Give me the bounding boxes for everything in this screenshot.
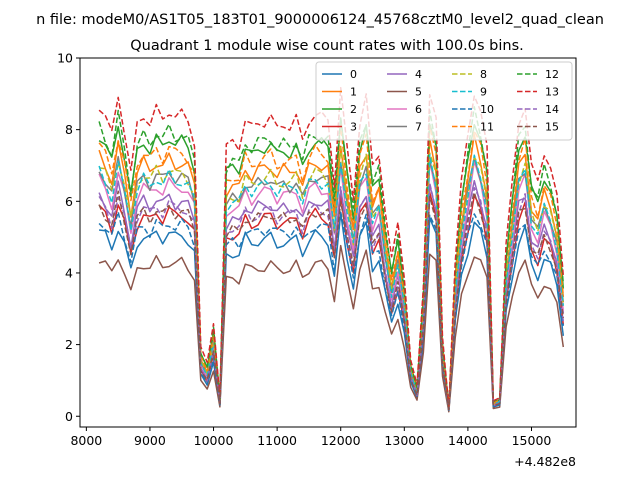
series-line-6: [98, 160, 565, 410]
series-line-5: [98, 244, 565, 413]
series-line-4: [98, 179, 565, 411]
series-line-12: [98, 106, 565, 409]
legend-label: 8: [480, 68, 487, 81]
y-tick-label: 6: [65, 194, 73, 209]
y-tick-label: 10: [57, 51, 73, 66]
y-tick-label: 2: [65, 337, 73, 352]
series-line-3: [98, 191, 565, 411]
x-tick-label: 8000: [70, 433, 102, 448]
x-axis: 8000 9000 10000 11000 12000 13000 14000 15000: [70, 427, 551, 448]
series-line-1: [98, 133, 565, 409]
x-tick-label: 11000: [257, 433, 297, 448]
x-tick-label: 15000: [512, 433, 552, 448]
figure-suptitle: n file: modeM0/AS1T05_183T01_9000006124_…: [36, 12, 604, 28]
series-line-10: [98, 211, 565, 412]
y-tick-label: 0: [65, 409, 73, 424]
series-line-2: [98, 117, 565, 409]
legend-label: 14: [545, 103, 559, 116]
legend-label: 11: [480, 121, 494, 134]
legend-label: 15: [545, 121, 559, 134]
series-line-0: [99, 212, 565, 412]
y-tick-label: 4: [65, 265, 73, 280]
legend-label: 9: [480, 86, 487, 99]
y-axis: 0 2 4 6 8 10: [57, 51, 80, 424]
y-tick-label: 8: [65, 122, 73, 137]
plot-frame: [79, 57, 577, 428]
legend-label: 10: [480, 103, 494, 116]
x-tick-label: 10000: [194, 433, 234, 448]
legend-label: 4: [415, 68, 422, 81]
x-tick-label: 9000: [134, 433, 166, 448]
legend-label: 7: [415, 121, 422, 134]
legend-label: 5: [415, 86, 422, 99]
x-tick-label: 14000: [448, 433, 488, 448]
x-offset-label: +4.482e8: [514, 454, 576, 469]
series-line-11: [98, 124, 565, 409]
legend-label: 2: [350, 103, 357, 116]
legend-box: [315, 61, 573, 141]
series-line-15: [98, 190, 565, 411]
x-tick-label: 13000: [384, 433, 424, 448]
legend-label: 0: [350, 68, 357, 81]
legend-label: 1: [350, 86, 357, 99]
series-line-9: [98, 153, 565, 410]
legend-label: 13: [545, 86, 559, 99]
legend-label: 3: [350, 121, 357, 134]
x-tick-label: 12000: [321, 433, 361, 448]
legend-label: 6: [415, 103, 422, 116]
chart-title: Quadrant 1 module wise count rates with …: [130, 38, 524, 54]
legend-label: 12: [545, 68, 559, 81]
